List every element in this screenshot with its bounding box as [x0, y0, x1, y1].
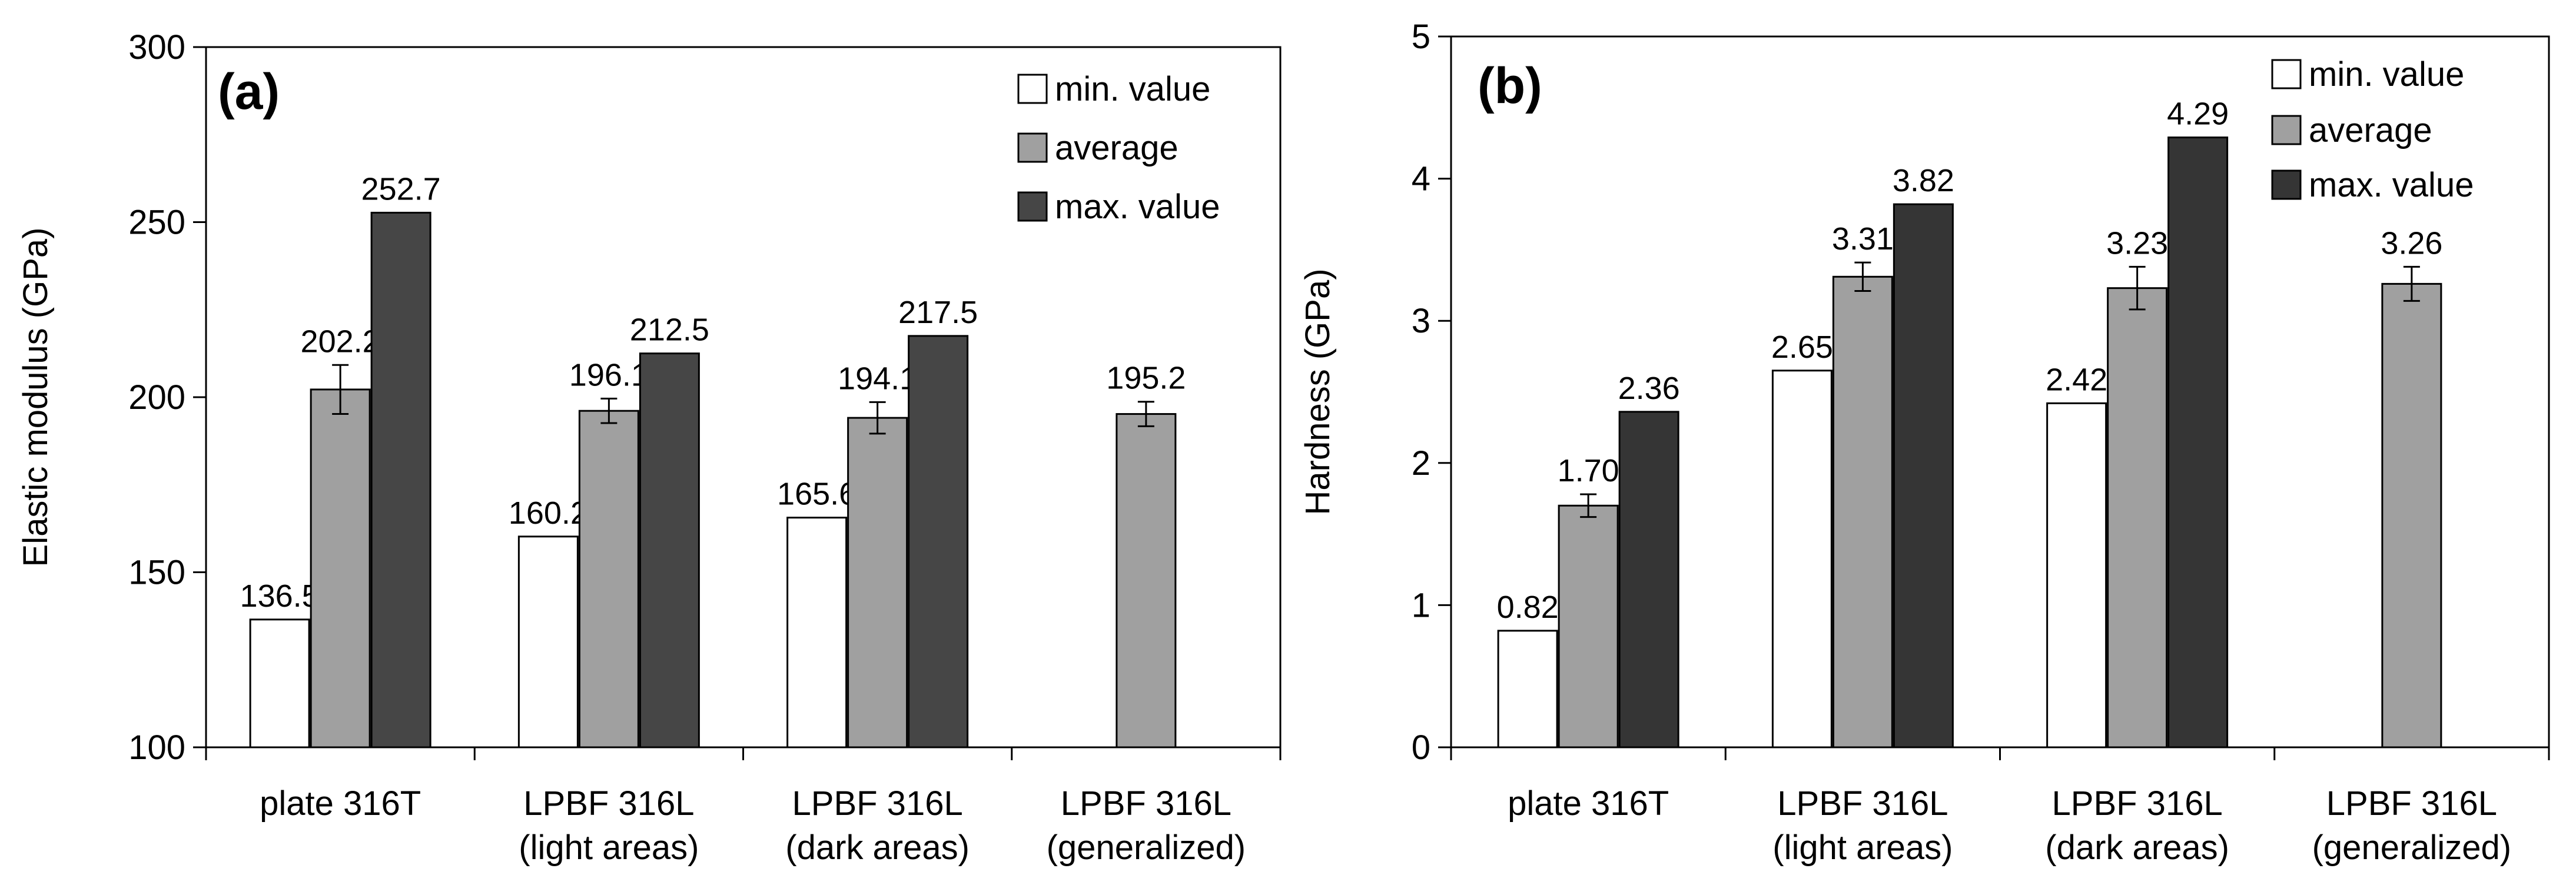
- data-label: 2.42: [2046, 362, 2107, 397]
- bar-max-value: [370, 211, 431, 748]
- data-label: 3.26: [2381, 225, 2442, 261]
- legend-swatch: [1017, 132, 1048, 163]
- data-label: 196.1: [569, 357, 649, 392]
- bar-min-value: [517, 535, 579, 748]
- category-label: (generalized): [1047, 829, 1246, 867]
- bar-average: [2381, 282, 2442, 748]
- chart-a: 100 150 200 250 300 plate 316T LPBF 316L (light…: [16, 28, 1282, 867]
- legend-entry: average: [1055, 129, 1179, 167]
- y-tick-label: 1: [1412, 586, 1430, 624]
- data-label: 0.82: [1497, 590, 1559, 625]
- category-label: (light areas): [1772, 829, 1953, 867]
- data-label: 2.65: [1771, 330, 1833, 365]
- y-tick-label: 3: [1412, 302, 1430, 340]
- category-label: LPBF 316L: [523, 784, 694, 823]
- bar-max-value: [1618, 411, 1679, 748]
- legend-swatch: [1017, 74, 1048, 104]
- bar-min-value: [1771, 370, 1833, 748]
- bar-average: [847, 417, 908, 748]
- bar-average: [1832, 275, 1893, 748]
- bar-min-value: [249, 618, 310, 748]
- data-label: 195.2: [1106, 361, 1186, 396]
- bar-min-value: [786, 517, 848, 748]
- bar-average: [310, 388, 371, 748]
- data-label: 3.31: [1832, 221, 1894, 257]
- y-tick-label: 4: [1412, 160, 1430, 198]
- data-label: 4.29: [2167, 97, 2229, 132]
- y-axis-label: Elastic modulus (GPa): [16, 228, 55, 567]
- chart-b: 0 1 2 3 4 5 plate 316T LPBF 316L (light areas) LP…: [1299, 18, 2550, 867]
- legend-swatch: [2271, 115, 2302, 145]
- y-tick-label: 2: [1412, 444, 1430, 483]
- legend-swatch: [2271, 169, 2302, 200]
- category-label: (light areas): [519, 829, 699, 867]
- data-label: 3.23: [2106, 225, 2168, 261]
- data-label: 252.7: [361, 171, 441, 207]
- data-label: 212.5: [630, 312, 709, 348]
- legend: min. value average max. value: [1017, 70, 1220, 226]
- bar-average: [2107, 287, 2168, 748]
- data-label: 160.2: [509, 495, 588, 531]
- y-tick-label: 150: [128, 554, 185, 592]
- bar-min-value: [2046, 402, 2107, 748]
- panel-label: (a): [218, 64, 280, 120]
- y-tick-label: 250: [128, 204, 185, 242]
- data-label: 2.36: [1618, 371, 1680, 406]
- bar-average: [1558, 504, 1619, 748]
- category-label: (dark areas): [2045, 829, 2229, 867]
- category-label: (dark areas): [785, 829, 970, 867]
- y-tick-label: 0: [1412, 728, 1430, 767]
- bar-max-value: [2167, 137, 2229, 748]
- category-label: LPBF 316L: [792, 784, 963, 823]
- bar-max-value: [908, 335, 969, 748]
- data-label: 136.5: [240, 578, 320, 614]
- bar-max-value: [1893, 203, 1954, 748]
- legend-entry: average: [2309, 111, 2432, 149]
- data-label: 202.2: [301, 324, 380, 359]
- data-label: 217.5: [898, 295, 978, 330]
- legend-entry: min. value: [1055, 70, 1210, 108]
- y-tick-label: 100: [128, 728, 185, 767]
- legend-swatch: [2271, 59, 2302, 89]
- category-label: LPBF 316L: [1061, 784, 1231, 823]
- y-tick-label: 5: [1412, 18, 1430, 56]
- bar-average: [578, 410, 639, 748]
- category-label: (generalized): [2312, 829, 2512, 867]
- category-label: LPBF 316L: [2052, 784, 2223, 823]
- data-label: 1.70: [1558, 453, 1619, 488]
- category-label: plate 316T: [1508, 784, 1669, 823]
- legend: min. value average max. value: [2271, 55, 2474, 204]
- y-tick-label: 300: [128, 28, 185, 66]
- data-label: 165.6: [777, 477, 857, 512]
- data-label: 3.82: [1893, 163, 1954, 198]
- legend-entry: min. value: [2309, 55, 2464, 94]
- y-axis-label: Hardness (GPa): [1299, 268, 1337, 515]
- legend-entry: max. value: [1055, 188, 1220, 226]
- category-label: LPBF 316L: [2326, 784, 2497, 823]
- category-label: LPBF 316L: [1777, 784, 1948, 823]
- y-tick-label: 200: [128, 378, 185, 417]
- category-label: plate 316T: [260, 784, 421, 823]
- bar-average: [1116, 413, 1177, 748]
- panel-label: (b): [1478, 58, 1542, 114]
- bar-min-value: [1497, 630, 1558, 748]
- legend-entry: max. value: [2309, 166, 2474, 204]
- bar-max-value: [639, 352, 700, 748]
- data-label: 194.1: [838, 361, 917, 396]
- legend-swatch: [1017, 191, 1048, 222]
